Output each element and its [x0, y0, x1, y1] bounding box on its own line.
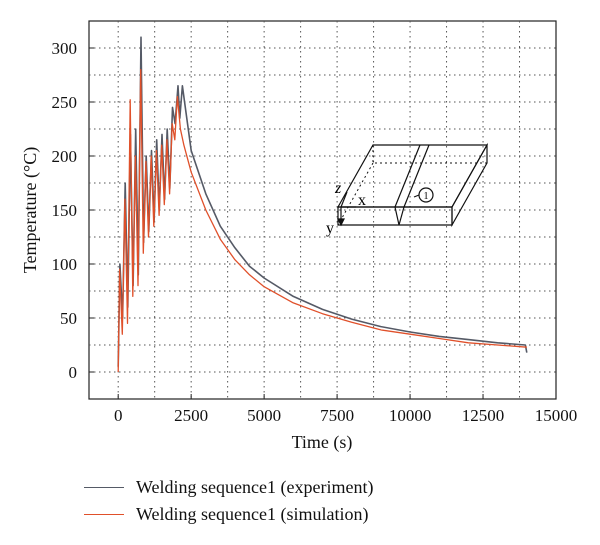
- x-tick-label: 15000: [535, 406, 578, 425]
- series-line-simulation: [117, 68, 527, 373]
- legend: Welding sequence1 (experiment) Welding s…: [84, 474, 373, 528]
- y-tick-label: 200: [52, 147, 78, 166]
- z-axis-arrow: [340, 191, 348, 208]
- weld-seam-line: [394, 144, 421, 208]
- y-tick-label: 0: [69, 363, 78, 382]
- x-tick-label: 7500: [320, 406, 354, 425]
- y-tick-label: 100: [52, 255, 78, 274]
- y-axis-arrowhead: [337, 218, 345, 227]
- ticks: 0 2500 5000 7500 10000 12500 15000 0 50 100 150 200…: [52, 39, 578, 425]
- weld-seam-line-2: [403, 144, 430, 208]
- x-tick-label: 2500: [174, 406, 208, 425]
- inset-x-label: x: [358, 192, 366, 209]
- inset-z-label: z: [334, 180, 342, 197]
- chart: 0 2500 5000 7500 10000 12500 15000 0 50 100 150 200…: [20, 20, 578, 453]
- legend-item-experiment: Welding sequence1 (experiment): [84, 474, 373, 501]
- inset-y-label: y: [326, 220, 334, 237]
- inset-marker-label: 1: [424, 191, 429, 202]
- series-line-experiment: [117, 36, 528, 367]
- hidden-edge: [372, 145, 487, 164]
- inset-diagram: [336, 142, 489, 228]
- weld-groove-right: [398, 206, 405, 226]
- x-axis-title: Time (s): [292, 432, 353, 453]
- y-tick-label: 250: [52, 93, 78, 112]
- legend-label-simulation: Welding sequence1 (simulation): [136, 504, 369, 524]
- legend-item-simulation: Welding sequence1 (simulation): [84, 501, 373, 528]
- legend-swatch-experiment: [84, 487, 124, 488]
- grid: [89, 21, 556, 399]
- marker-leader: [413, 194, 420, 198]
- hidden-edge-2: [337, 162, 374, 226]
- x-tick-label: 5000: [247, 406, 281, 425]
- weld-groove-left: [394, 206, 400, 226]
- y-tick-label: 50: [60, 309, 77, 328]
- x-tick-label: 12500: [462, 406, 505, 425]
- plate-side-face: [451, 142, 488, 228]
- x-tick-label: 0: [114, 406, 123, 425]
- x-tick-label: 10000: [389, 406, 432, 425]
- legend-swatch-simulation: [84, 514, 124, 515]
- y-axis-title: Temperature (°C): [20, 147, 41, 273]
- legend-label-experiment: Welding sequence1 (experiment): [136, 477, 374, 497]
- y-tick-label: 300: [52, 39, 78, 58]
- y-tick-label: 150: [52, 201, 78, 220]
- series-lines: [117, 36, 528, 373]
